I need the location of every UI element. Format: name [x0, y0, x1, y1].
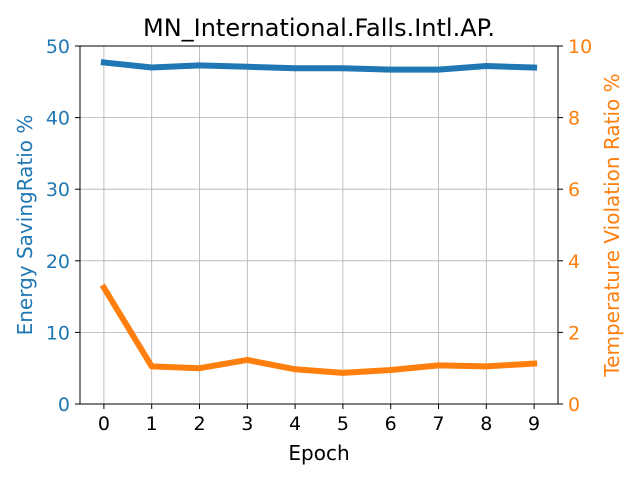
y-left-tick-label: 50	[46, 36, 70, 58]
y-right-tick-label: 2	[568, 322, 580, 344]
series-line-energy	[100, 59, 538, 73]
x-tick-label: 9	[528, 413, 540, 435]
x-tick-label: 8	[480, 413, 492, 435]
x-tick-label: 5	[337, 413, 349, 435]
x-tick-label: 0	[98, 413, 110, 435]
y-right-tick-label: 10	[568, 36, 592, 58]
x-tick-label: 1	[146, 413, 158, 435]
y-left-tick-label: 0	[58, 394, 70, 416]
y-right-tick-label: 0	[568, 394, 580, 416]
y-left-tick-label: 10	[46, 322, 70, 344]
x-tick-label: 7	[432, 413, 444, 435]
y-axis-left: 0 10 20 30 40 50	[46, 36, 80, 416]
y-axis-left-label: Energy SavingRatio %	[13, 115, 37, 336]
y-axis-right-label: Temperature Violation Ratio %	[600, 73, 624, 377]
plot-frame	[79, 45, 559, 405]
y-left-tick-label: 30	[46, 179, 70, 201]
y-right-tick-label: 4	[568, 251, 580, 273]
y-left-tick-label: 40	[46, 108, 70, 130]
x-tick-label: 4	[289, 413, 301, 435]
y-right-tick-label: 6	[568, 179, 580, 201]
x-axis-label: Epoch	[288, 441, 349, 465]
y-right-tick-label: 8	[568, 108, 580, 130]
x-tick-label: 2	[193, 413, 205, 435]
x-tick-label: 3	[241, 413, 253, 435]
x-axis: 0 1 2 3 4 5 6 7 8 9	[98, 404, 540, 435]
y-left-tick-label: 20	[46, 251, 70, 273]
series-lines	[99, 59, 538, 376]
y-axis-right: 0 2 4 6 8 10	[558, 36, 592, 416]
x-tick-label: 6	[385, 413, 397, 435]
chart-title: MN_International.Falls.Intl.AP.	[143, 14, 495, 42]
series-line-violation	[99, 283, 538, 376]
